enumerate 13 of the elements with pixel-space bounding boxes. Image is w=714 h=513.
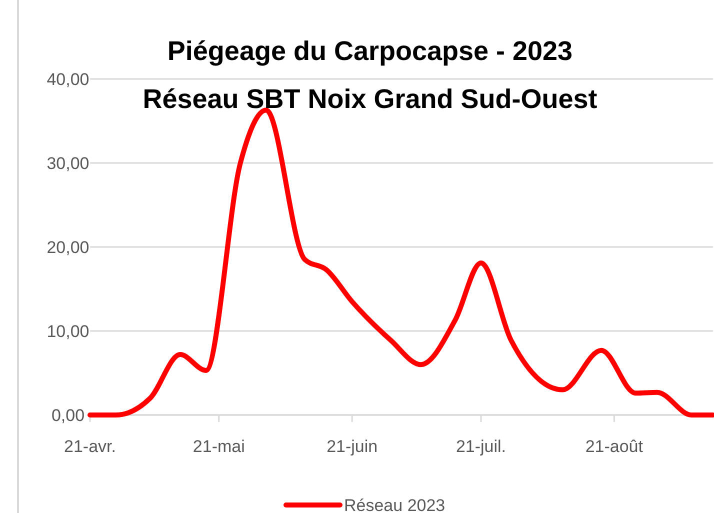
chart-subtitle: Réseau SBT Noix Grand Sud-Ouest — [142, 84, 598, 114]
y-tick-label: 30,00 — [46, 154, 90, 173]
x-tick-label: 21-août — [585, 437, 644, 456]
y-tick-label: 0,00 — [51, 406, 85, 425]
y-tick-label: 10,00 — [46, 322, 90, 341]
x-tick-label: 21-avr. — [64, 437, 116, 456]
y-tick-label: 40,00 — [46, 70, 90, 89]
chart-title: Piégeage du Carpocapse - 2023 — [167, 36, 573, 66]
x-tick-label: 21-juil. — [456, 437, 506, 456]
x-tick-label: 21-juin — [326, 437, 378, 456]
legend-label: Réseau 2023 — [344, 496, 446, 513]
y-tick-label: 20,00 — [46, 238, 90, 257]
x-tick-label: 21-mai — [192, 437, 245, 456]
